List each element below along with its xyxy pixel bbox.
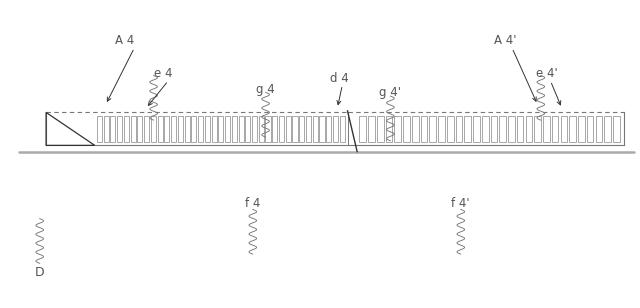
Text: e 4: e 4 (154, 67, 172, 80)
Bar (252, 116, 257, 142)
Bar (386, 116, 392, 142)
Bar (104, 116, 109, 142)
Bar (225, 116, 230, 142)
Bar (403, 116, 410, 142)
Bar (578, 116, 585, 142)
Bar (138, 116, 142, 142)
Bar (360, 116, 366, 142)
Bar (552, 116, 559, 142)
Bar (124, 116, 129, 142)
Bar (534, 116, 541, 142)
Bar (587, 116, 593, 142)
Text: e 4': e 4' (536, 67, 558, 80)
Bar (482, 116, 488, 142)
Bar (465, 116, 471, 142)
Bar (198, 116, 203, 142)
Bar (368, 116, 375, 142)
Text: A 4: A 4 (115, 34, 134, 47)
Bar (157, 116, 163, 142)
Bar (326, 116, 332, 142)
Bar (279, 116, 284, 142)
Bar (319, 116, 324, 142)
Bar (117, 116, 122, 142)
Bar (596, 116, 602, 142)
Bar (184, 116, 189, 142)
Bar (191, 116, 196, 142)
Bar (499, 116, 506, 142)
Bar (438, 116, 445, 142)
Bar (420, 116, 428, 142)
Bar (561, 116, 567, 142)
Text: f 4: f 4 (245, 197, 260, 210)
Bar (447, 116, 454, 142)
Bar (613, 116, 620, 142)
Bar (456, 116, 462, 142)
Bar (171, 116, 176, 142)
Bar (205, 116, 210, 142)
Bar (97, 116, 102, 142)
Text: g 4': g 4' (380, 86, 401, 99)
Bar (266, 116, 271, 142)
Text: g 4: g 4 (256, 83, 275, 96)
Bar (164, 116, 170, 142)
Bar (377, 116, 383, 142)
Bar (333, 116, 338, 142)
Bar (491, 116, 497, 142)
Bar (110, 116, 115, 142)
Bar (604, 116, 611, 142)
Bar (151, 116, 156, 142)
Bar (517, 116, 524, 142)
Bar (245, 116, 250, 142)
Bar (525, 116, 532, 142)
Bar (232, 116, 237, 142)
Text: d 4: d 4 (330, 72, 349, 85)
Bar (259, 116, 264, 142)
Bar (508, 116, 515, 142)
Bar (218, 116, 223, 142)
Bar (306, 116, 311, 142)
Bar (543, 116, 550, 142)
Bar (272, 116, 277, 142)
Bar (212, 116, 216, 142)
Bar (178, 116, 183, 142)
Bar (292, 116, 298, 142)
Bar (144, 116, 149, 142)
Bar (394, 116, 401, 142)
Text: A 4': A 4' (494, 34, 517, 47)
Text: f 4': f 4' (451, 197, 470, 210)
Bar (313, 116, 318, 142)
Bar (239, 116, 244, 142)
Bar (285, 116, 291, 142)
Bar (300, 116, 304, 142)
Bar (570, 116, 576, 142)
Bar (131, 116, 136, 142)
Bar (340, 116, 345, 142)
Text: D: D (35, 266, 45, 279)
Bar (473, 116, 480, 142)
Bar (412, 116, 419, 142)
Bar (429, 116, 436, 142)
